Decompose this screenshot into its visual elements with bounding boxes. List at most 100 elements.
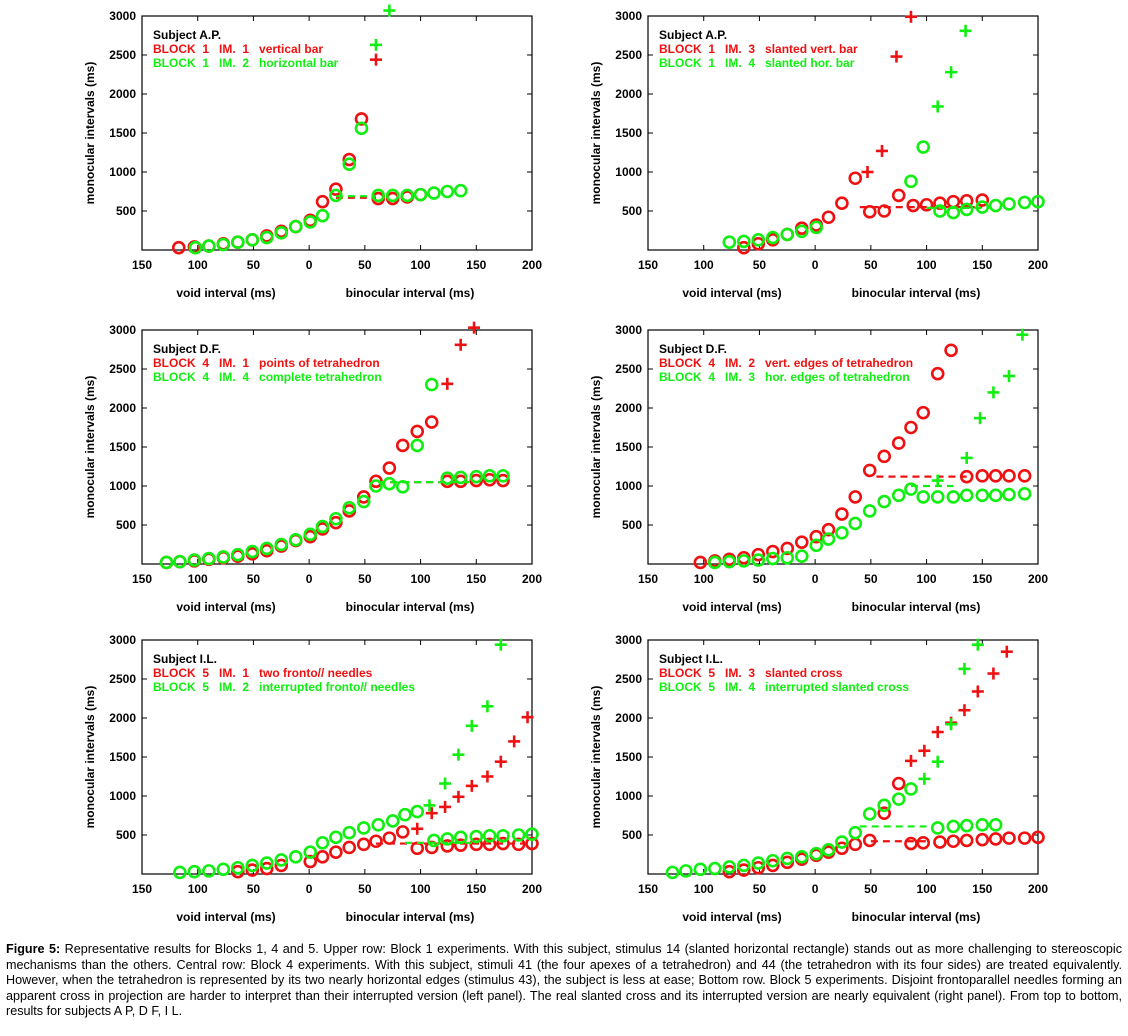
- data-point-circle: [171, 240, 186, 255]
- data-point-plus: [918, 744, 931, 757]
- data-point-circle: [329, 845, 343, 859]
- data-point-circle: [231, 547, 245, 562]
- data-point-circle: [525, 836, 539, 851]
- data-point-circle: [933, 204, 947, 218]
- data-point-plus: [904, 10, 917, 23]
- data-point-plus: [960, 451, 973, 464]
- y-tick-label: 3000: [109, 9, 136, 23]
- data-point-circle: [440, 839, 455, 853]
- data-point-circle: [765, 853, 780, 868]
- data-point-circle: [410, 424, 425, 439]
- data-point-circle: [877, 494, 892, 509]
- data-point-circle: [496, 473, 510, 488]
- data-point-circle: [794, 850, 809, 864]
- y-tick-label: 1500: [109, 750, 136, 764]
- data-point-circle: [679, 864, 693, 878]
- x-tick-label: 100: [917, 572, 937, 586]
- data-point-circle: [959, 202, 974, 217]
- legend-entry-green: BLOCK 5 IM. 4 interrupted slanted cross: [659, 680, 909, 694]
- x-tick-label: 100: [694, 882, 714, 896]
- data-point-circle: [354, 121, 369, 136]
- y-axis-label: monocular intervals (ms): [589, 686, 603, 829]
- data-point-circle: [469, 469, 484, 484]
- data-point-circle: [708, 861, 722, 876]
- x-tick-label: 50: [753, 882, 767, 896]
- y-tick-label: 1000: [109, 479, 136, 493]
- y-tick-label: 500: [116, 204, 136, 218]
- data-point-circle: [737, 234, 751, 249]
- data-point-circle: [188, 240, 203, 255]
- x-tick-label: 200: [1028, 258, 1048, 272]
- y-axis-label: monocular intervals (ms): [83, 376, 97, 519]
- data-point-circle: [862, 504, 877, 518]
- legend-entry-red: BLOCK 5 IM. 1 two fronto// needles: [153, 666, 373, 680]
- data-point-circle: [751, 547, 766, 562]
- data-point-circle: [737, 858, 751, 873]
- data-point-plus: [465, 779, 478, 792]
- data-point-circle: [906, 198, 921, 213]
- data-point-circle: [259, 861, 274, 876]
- x-axis-label-void: void interval (ms): [682, 286, 781, 300]
- y-tick-label: 2500: [615, 672, 642, 686]
- data-point-circle: [904, 482, 918, 496]
- x-tick-label: 50: [864, 258, 878, 272]
- data-point-circle: [453, 470, 468, 485]
- data-point-circle: [848, 171, 863, 186]
- data-point-circle: [722, 864, 737, 879]
- data-point-circle: [395, 479, 410, 494]
- data-point-circle: [821, 532, 836, 546]
- x-tick-label: 100: [188, 882, 208, 896]
- data-point-circle: [975, 200, 990, 214]
- legend-entry-green: BLOCK 4 IM. 4 complete tetrahedron: [153, 370, 382, 384]
- data-point-circle: [371, 188, 386, 203]
- data-point-circle: [780, 541, 795, 556]
- legend-entry-green: BLOCK 5 IM. 2 interrupted fronto// needl…: [153, 680, 415, 694]
- data-point-circle: [329, 511, 343, 526]
- x-tick-label: 100: [188, 572, 208, 586]
- data-point-circle: [751, 856, 766, 870]
- x-axis-label-binocular: binocular interval (ms): [852, 910, 981, 924]
- data-point-circle: [216, 550, 231, 564]
- data-point-circle: [891, 488, 906, 503]
- y-tick-label: 1000: [615, 789, 642, 803]
- x-tick-label: 0: [812, 572, 819, 586]
- x-tick-label: 150: [132, 572, 152, 586]
- data-point-circle: [1002, 487, 1016, 502]
- data-point-circle: [794, 549, 809, 564]
- data-point-circle: [410, 438, 425, 453]
- data-point-circle: [765, 858, 780, 873]
- data-point-circle: [722, 235, 737, 249]
- data-point-plus: [411, 822, 424, 835]
- data-point-circle: [708, 555, 722, 570]
- x-tick-label: 50: [753, 572, 767, 586]
- x-axis-label-void: void interval (ms): [176, 600, 275, 614]
- data-point-circle: [216, 237, 231, 252]
- data-point-circle: [329, 830, 343, 845]
- data-point-circle: [511, 837, 526, 852]
- x-axis-label-void: void interval (ms): [176, 286, 275, 300]
- data-point-circle: [737, 554, 751, 568]
- data-point-circle: [944, 343, 958, 358]
- data-point-plus: [945, 66, 958, 79]
- data-point-circle: [369, 479, 383, 493]
- data-point-circle: [482, 469, 497, 483]
- data-point-circle: [315, 850, 330, 864]
- data-point-circle: [848, 516, 863, 531]
- data-point-plus: [931, 755, 944, 768]
- data-point-circle: [288, 533, 303, 547]
- y-tick-label: 500: [622, 204, 642, 218]
- data-point-circle: [216, 862, 231, 877]
- x-tick-label: 150: [972, 258, 992, 272]
- data-point-circle: [933, 835, 947, 849]
- data-point-circle: [975, 193, 990, 207]
- x-tick-label: 0: [306, 258, 313, 272]
- data-point-circle: [751, 233, 766, 247]
- data-point-circle: [1002, 469, 1016, 483]
- data-point-plus: [454, 338, 467, 351]
- data-point-circle: [231, 860, 245, 875]
- data-point-circle: [975, 818, 990, 832]
- data-point-circle: [794, 535, 809, 549]
- data-point-circle: [440, 832, 455, 846]
- x-axis-label-binocular: binocular interval (ms): [346, 910, 475, 924]
